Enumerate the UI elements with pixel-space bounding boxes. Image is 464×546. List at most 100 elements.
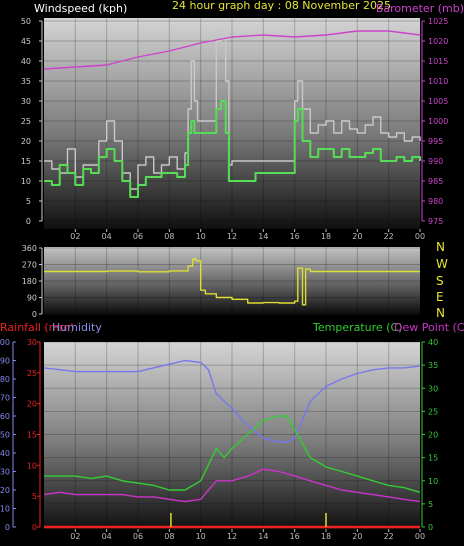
- y-tick-label: 10: [27, 461, 37, 470]
- y-tick-label: 60: [0, 412, 10, 421]
- y-tick-label: 0: [26, 217, 31, 226]
- y-tick-label: 25: [428, 407, 438, 416]
- compass-labels: N W S E N: [436, 240, 448, 320]
- compass-e: E: [436, 290, 444, 304]
- x-tick-label: 02: [70, 532, 80, 541]
- y-tick-label: 1000: [428, 117, 448, 126]
- y-tick-label: 30: [27, 338, 37, 347]
- y-tick-label: 25: [27, 369, 37, 378]
- y-tick-label: 100: [0, 338, 10, 347]
- y-tick-label: 50: [21, 17, 31, 26]
- y-tick-label: 15: [27, 431, 37, 440]
- y-tick-label: 995: [428, 137, 443, 146]
- x-tick-label: 02: [70, 232, 80, 241]
- barometer-y-axis: 975 980 985 990 995 1000 1005 1010 1015 1020 1025: [421, 17, 448, 226]
- y-tick-label: 1025: [428, 17, 448, 26]
- direction-line: [44, 258, 420, 306]
- x-tick-label: 14: [258, 232, 268, 241]
- compass-s: S: [436, 274, 444, 288]
- x-tick-label: 08: [164, 232, 174, 241]
- y-tick-label: 30: [428, 384, 438, 393]
- barometer-title: Barometer (mb): [376, 2, 464, 15]
- y-tick-label: 5: [428, 500, 433, 509]
- gust-line: [44, 28, 421, 190]
- y-tick-label: 15: [428, 454, 438, 463]
- x-tick-label: 04: [102, 532, 112, 541]
- y-tick-label: 980: [428, 197, 443, 206]
- y-tick-label: 40: [428, 338, 438, 347]
- temp-series: [43, 359, 421, 529]
- windspeed-title: Windspeed (kph): [34, 2, 127, 15]
- y-tick-label: 35: [21, 77, 31, 86]
- dewpoint-line: [43, 468, 421, 503]
- dewpoint-title: Dew Point (C): [394, 321, 464, 334]
- y-tick-label: 30: [21, 97, 31, 106]
- y-tick-label: 0: [32, 310, 37, 319]
- y-tick-label: 270: [22, 261, 37, 270]
- y-tick-label: 1010: [428, 77, 448, 86]
- x-tick-label: 06: [133, 232, 143, 241]
- x-tick-label: 20: [352, 532, 362, 541]
- y-tick-label: 20: [428, 431, 438, 440]
- y-tick-label: 35: [428, 361, 438, 370]
- y-tick-label: 0: [5, 523, 10, 532]
- compass-n-top: N: [436, 240, 445, 254]
- y-tick-label: 360: [22, 244, 37, 253]
- direction-plot-area: [44, 247, 420, 315]
- y-tick-label: 90: [27, 294, 37, 303]
- y-tick-label: 10: [21, 177, 31, 186]
- temp-x-axis: 02 04 06 08 10 12 14 16 18 20 22 00: [70, 529, 425, 541]
- y-tick-label: 0: [428, 523, 433, 532]
- y-tick-label: 30: [0, 468, 10, 477]
- y-tick-label: 40: [21, 57, 31, 66]
- y-tick-label: 1020: [428, 37, 448, 46]
- y-tick-label: 10: [0, 505, 10, 514]
- y-tick-label: 20: [21, 137, 31, 146]
- x-tick-label: 10: [196, 232, 206, 241]
- x-tick-label: 06: [133, 532, 143, 541]
- y-tick-label: 20: [27, 400, 37, 409]
- x-tick-label: 18: [321, 532, 331, 541]
- y-tick-label: 5: [32, 492, 37, 501]
- y-tick-label: 990: [428, 157, 443, 166]
- y-tick-label: 180: [22, 277, 37, 286]
- x-tick-label: 04: [102, 232, 112, 241]
- y-tick-label: 20: [0, 486, 10, 495]
- graph-date-title: 24 hour graph day : 08 November 2025: [172, 0, 391, 12]
- temperature-line: [44, 415, 421, 493]
- average-line: [44, 100, 421, 198]
- x-tick-label: 22: [384, 532, 394, 541]
- x-tick-label: 10: [196, 532, 206, 541]
- y-tick-label: 15: [21, 157, 31, 166]
- barometer-line: [43, 30, 421, 70]
- wind-series: [43, 28, 421, 198]
- y-tick-label: 70: [0, 394, 10, 403]
- wind-y-axis: 0 5 10 15 20 25 30 35 40 45 50: [21, 17, 43, 226]
- y-tick-label: 975: [428, 217, 443, 226]
- y-tick-label: 985: [428, 177, 443, 186]
- y-tick-label: 40: [0, 449, 10, 458]
- y-tick-label: 1015: [428, 57, 448, 66]
- humidity-title: Humidity: [52, 321, 102, 334]
- direction-gridlines: [44, 247, 420, 315]
- y-tick-label: 80: [0, 375, 10, 384]
- y-tick-label: 1005: [428, 97, 448, 106]
- x-tick-label: 00: [415, 532, 425, 541]
- x-tick-label: 22: [384, 232, 394, 241]
- x-tick-label: 00: [415, 232, 425, 241]
- wind-x-axis: 02 04 06 08 10 12 14 16 18 20 22 00: [70, 229, 425, 241]
- compass-n-bottom: N: [436, 306, 445, 320]
- x-tick-label: 12: [227, 532, 237, 541]
- humidity-line: [43, 359, 421, 443]
- y-tick-label: 45: [21, 37, 31, 46]
- y-tick-label: 25: [21, 117, 31, 126]
- y-tick-label: 10: [428, 477, 438, 486]
- direction-series: [44, 258, 420, 306]
- rainfall-title: Rainfall (mm): [0, 321, 74, 334]
- x-tick-label: 14: [258, 532, 268, 541]
- y-tick-label: 5: [26, 197, 31, 206]
- humidity-y-axis: 0 10 20 30 40 50 60 70 80 90 100: [0, 338, 16, 532]
- temperature-y-axis: 0 5 10 15 20 25 30 35 40: [421, 338, 438, 532]
- x-tick-label: 18: [321, 232, 331, 241]
- x-tick-label: 20: [352, 232, 362, 241]
